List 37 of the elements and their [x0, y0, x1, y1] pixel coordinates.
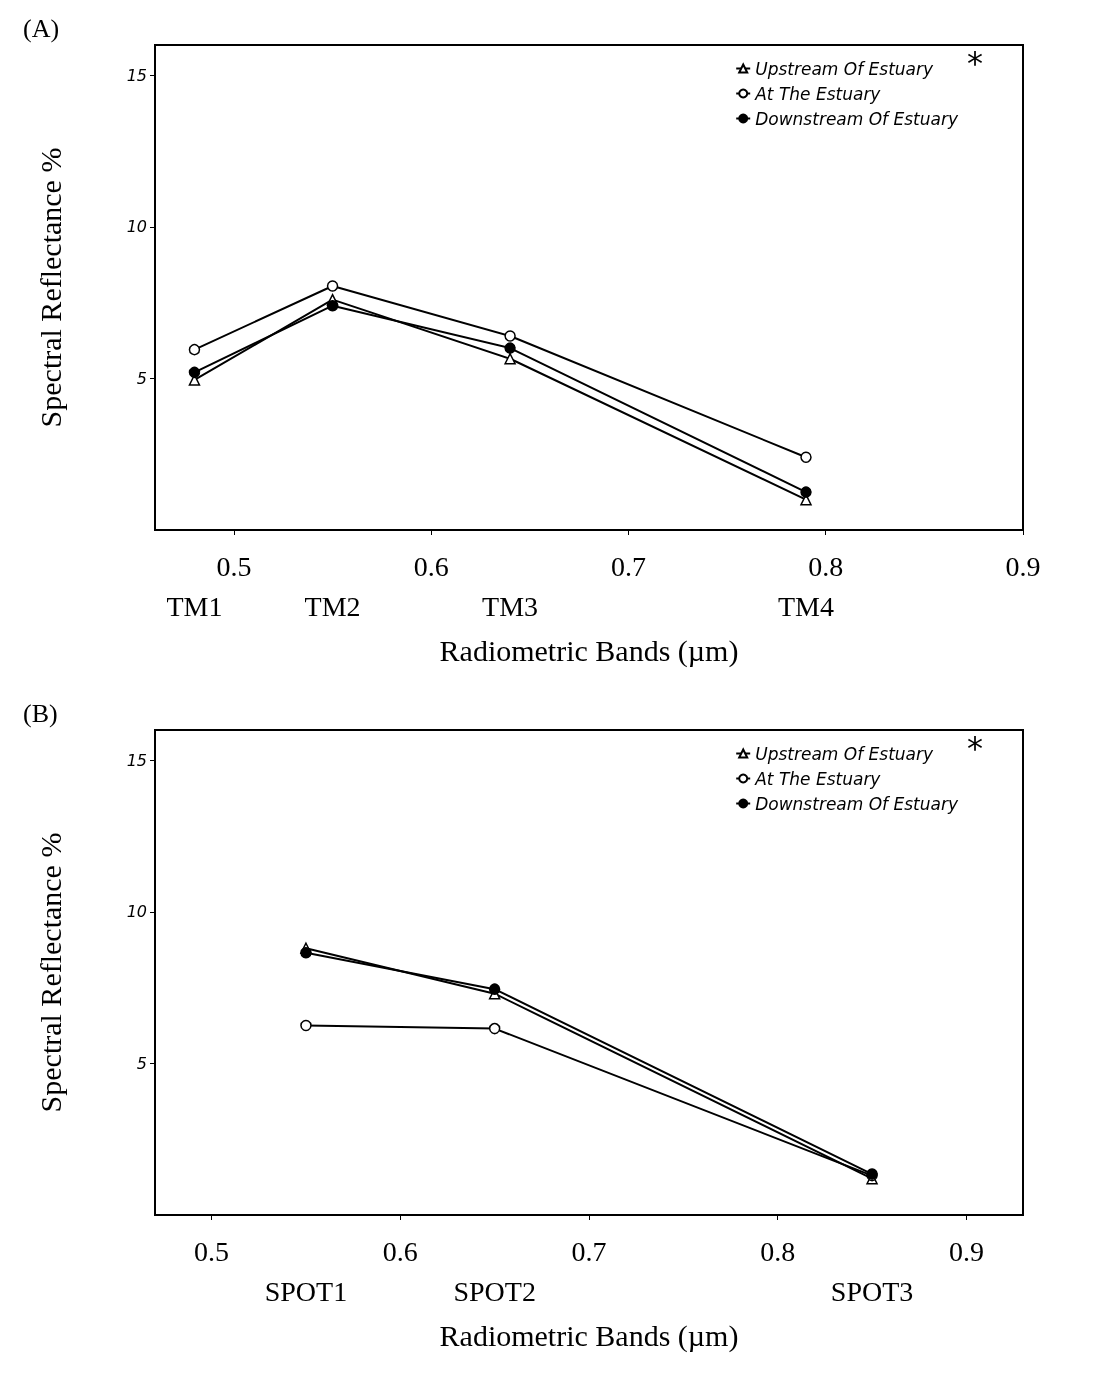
legend-label: Upstream Of Estuary — [755, 743, 934, 764]
legend-label: At The Estuary — [754, 83, 882, 104]
x-tick-label: 0.5 — [194, 1235, 230, 1267]
text: TM2 — [304, 590, 361, 622]
x-tick-label: 0.9 — [948, 1235, 984, 1267]
legend-label: Downstream Of Estuary — [755, 793, 959, 814]
x-tick-label: 0.9 — [1005, 550, 1041, 582]
annotation: * — [967, 44, 983, 82]
x-tick-label: 0.7 — [571, 1235, 607, 1267]
x-axis-title: Radiometric Bands (µm) — [439, 633, 739, 668]
y-tick-label: 10 — [126, 217, 147, 237]
text: SPOT1 — [264, 1275, 348, 1307]
y-tick-label: 5 — [136, 368, 147, 388]
y-tick-label: 5 — [136, 1053, 147, 1073]
legend-label: Downstream Of Estuary — [755, 108, 959, 129]
chart-title: (B) — [23, 698, 58, 728]
x-axis-title: Radiometric Bands (µm) — [439, 1318, 739, 1353]
chart-title: (A) — [23, 13, 60, 43]
text: SPOT3 — [830, 1275, 914, 1307]
x-tick-label: 0.8 — [808, 550, 844, 582]
text: TM3 — [482, 590, 539, 622]
x-tick-label: 0.7 — [610, 550, 646, 582]
y-tick-label: 10 — [126, 902, 147, 922]
x-tick-label: 0.5 — [216, 550, 252, 582]
annotation: * — [967, 729, 983, 767]
legend-label: Upstream Of Estuary — [755, 58, 934, 79]
x-tick-label: 0.8 — [760, 1235, 796, 1267]
x-tick-label: 0.6 — [413, 550, 449, 582]
legend-label: At The Estuary — [754, 768, 882, 789]
y-tick-label: 15 — [126, 750, 147, 770]
text: SPOT2 — [453, 1275, 536, 1307]
y-tick-label: 15 — [126, 65, 147, 85]
text: TM4 — [778, 590, 834, 622]
y-axis-title: Spectral Reflectance % — [33, 832, 67, 1113]
text: TM1 — [166, 590, 223, 622]
x-tick-label: 0.6 — [382, 1235, 418, 1267]
y-axis-title: Spectral Reflectance % — [33, 147, 67, 428]
